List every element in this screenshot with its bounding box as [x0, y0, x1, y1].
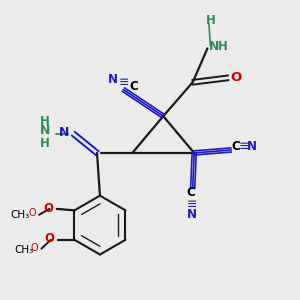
Text: CH₃: CH₃ — [11, 210, 30, 220]
Text: O: O — [231, 71, 242, 84]
Text: N: N — [108, 73, 118, 86]
Text: C: C — [187, 186, 196, 199]
Text: N: N — [247, 140, 257, 153]
Text: ≡: ≡ — [238, 140, 249, 153]
Text: O: O — [31, 243, 38, 253]
Text: O: O — [44, 232, 54, 245]
Text: N: N — [187, 208, 197, 221]
Text: H: H — [218, 40, 228, 53]
Text: ≡: ≡ — [118, 76, 129, 89]
Text: CH₃: CH₃ — [14, 244, 33, 254]
Text: N: N — [40, 124, 50, 137]
Text: ≡: ≡ — [187, 198, 197, 211]
Text: O: O — [43, 202, 53, 214]
Text: H: H — [206, 14, 215, 27]
Text: O: O — [28, 208, 36, 218]
Text: H: H — [40, 137, 50, 150]
Text: C: C — [129, 80, 138, 93]
Text: N: N — [59, 126, 69, 139]
Text: N: N — [209, 40, 219, 53]
Text: C: C — [231, 140, 240, 153]
Text: H: H — [40, 115, 50, 128]
